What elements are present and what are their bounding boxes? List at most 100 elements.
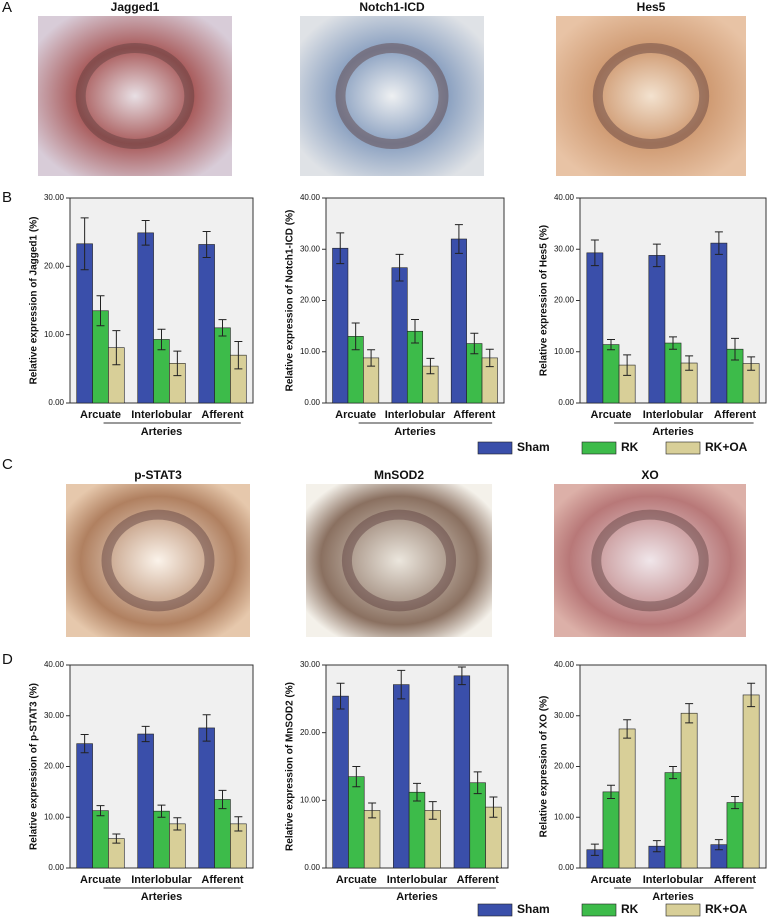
y-tick-label: 10.00 — [554, 347, 575, 356]
error-bar — [457, 666, 466, 686]
y-tick-label: 40.00 — [554, 193, 575, 202]
legend-label: Sham — [517, 902, 550, 916]
bar — [348, 776, 365, 869]
error-bar — [218, 789, 227, 810]
error-bar — [485, 348, 494, 368]
y-tick-label: 0.00 — [558, 398, 574, 407]
error-bar — [426, 357, 435, 375]
y-tick-label: 30.00 — [44, 711, 65, 720]
error-bar — [336, 232, 345, 265]
error-bar — [112, 833, 121, 844]
micrograph-title: XO — [641, 468, 658, 482]
bar — [618, 728, 636, 869]
y-axis-label: Relative expression of p-STAT3 (%) — [29, 683, 40, 850]
error-bar — [336, 682, 345, 710]
y-tick-label: 10.00 — [300, 795, 321, 804]
y-axis-label: Relative expression of Hes5 (%) — [539, 225, 550, 376]
micrograph-title: Notch1-ICD — [359, 0, 425, 14]
micrograph-title: p-STAT3 — [134, 468, 182, 482]
vessel-lumen — [592, 43, 710, 149]
y-tick-label: 20.00 — [300, 296, 321, 305]
error-bar — [397, 669, 406, 700]
micrograph — [554, 484, 746, 637]
panel-label: D — [2, 651, 13, 668]
bar — [710, 242, 728, 404]
error-bar — [747, 682, 756, 708]
x-tick-label: Afferent — [457, 874, 500, 886]
bar — [332, 695, 349, 869]
error-bar — [590, 843, 599, 856]
bar — [391, 267, 408, 404]
x-axis-label: Arteries — [652, 891, 694, 903]
error-bar — [218, 319, 227, 337]
error-bar — [96, 805, 105, 817]
x-axis-label: Arteries — [394, 426, 436, 438]
error-bar — [173, 350, 182, 377]
vessel-lumen — [101, 509, 215, 612]
error-bar — [747, 356, 756, 371]
legend-swatch — [477, 441, 513, 455]
bar — [648, 255, 666, 404]
error-bar — [731, 795, 739, 810]
error-bar — [731, 337, 739, 361]
error-bar — [413, 782, 421, 802]
y-tick-label: 40.00 — [554, 660, 575, 669]
panel-label: B — [2, 189, 12, 206]
error-bar — [367, 349, 376, 367]
bar — [137, 733, 154, 869]
error-bar — [202, 714, 211, 742]
legend-label: RK+OA — [705, 902, 748, 916]
bar — [726, 802, 744, 869]
x-tick-label: Arcuate — [591, 874, 632, 886]
error-bar — [669, 336, 677, 350]
error-bar — [141, 725, 150, 743]
error-bar — [141, 220, 150, 246]
legend-label: RK+OA — [705, 440, 748, 454]
legend-label: RK — [621, 440, 639, 454]
x-tick-label: Interlobular — [131, 874, 192, 886]
y-axis-label: Relative expression of MnSOD2 (%) — [285, 682, 296, 851]
x-tick-label: Afferent — [201, 874, 244, 886]
error-bar — [80, 217, 89, 271]
error-bar — [607, 338, 615, 351]
bar — [469, 782, 486, 869]
error-bar — [395, 253, 404, 282]
bar — [214, 799, 231, 869]
x-tick-label: Afferent — [453, 409, 496, 421]
x-tick-label: Afferent — [714, 874, 757, 886]
y-tick-label: 0.00 — [48, 398, 64, 407]
x-tick-label: Arcuate — [336, 874, 377, 886]
bar — [332, 247, 349, 404]
y-tick-label: 20.00 — [300, 728, 321, 737]
y-tick-label: 20.00 — [44, 261, 65, 270]
bar — [664, 772, 682, 869]
error-bar — [714, 231, 723, 255]
x-axis-label: Arteries — [396, 891, 438, 903]
error-bar — [454, 224, 463, 254]
bar — [363, 810, 381, 869]
y-tick-label: 10.00 — [554, 812, 575, 821]
y-tick-label: 0.00 — [304, 863, 320, 872]
y-axis-label: Relative expression of Notch1-ICD (%) — [285, 210, 296, 392]
error-bar — [96, 295, 105, 327]
legend-swatch — [477, 903, 513, 917]
y-tick-label: 20.00 — [554, 762, 575, 771]
y-tick-label: 30.00 — [554, 711, 575, 720]
error-bar — [652, 243, 661, 268]
bar — [664, 342, 682, 404]
x-axis-label: Arteries — [652, 426, 694, 438]
micrograph — [306, 484, 492, 637]
x-tick-label: Arcuate — [80, 409, 121, 421]
micrograph — [66, 484, 250, 637]
error-bar — [351, 322, 360, 351]
error-bar — [157, 328, 166, 351]
panel-label: A — [2, 0, 12, 16]
bar — [76, 743, 93, 869]
error-bar — [590, 239, 599, 267]
micrograph — [38, 16, 232, 176]
bar — [742, 694, 760, 869]
error-bar — [652, 840, 661, 853]
y-tick-label: 30.00 — [554, 244, 575, 253]
vessel-lumen — [591, 509, 709, 612]
